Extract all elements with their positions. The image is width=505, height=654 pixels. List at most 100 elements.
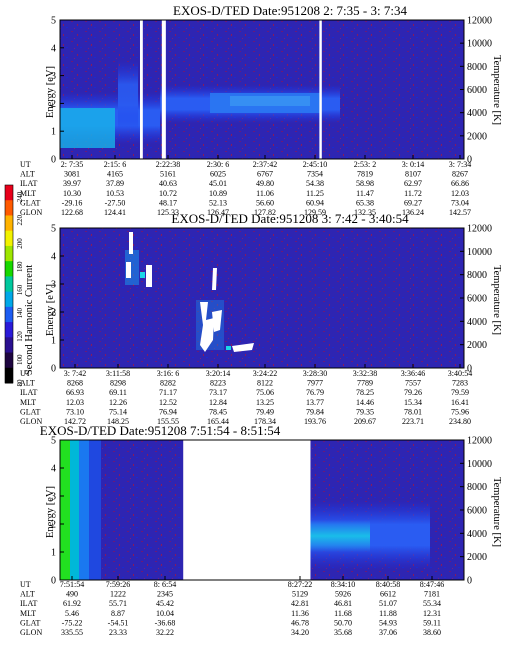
panel-2-y2tick-label: 10000 <box>467 247 492 258</box>
panel-1-cell: 6767 <box>257 170 273 179</box>
panel-2-y2tick-label: 4000 <box>467 317 487 328</box>
panel-1-ylabel: Energy [eV] <box>45 66 56 118</box>
panel-3-y2tick-label: 12000 <box>467 436 492 447</box>
panel-2-cell: 7977 <box>307 379 323 388</box>
panel-3-green-strip <box>60 440 70 580</box>
colorbar-tick-label: 80 <box>16 379 24 387</box>
panel-2-cell: 8268 <box>67 379 83 388</box>
colorbar-swatch <box>5 337 13 354</box>
panel-3-cell: 35.68 <box>334 628 352 637</box>
panel-2-cell: 79.59 <box>451 388 469 397</box>
panel-1-cell: 2:53: 2 <box>354 160 376 169</box>
panel-2-ytick-label: 3 <box>51 280 56 291</box>
colorbar-tick-label: 140 <box>16 308 24 319</box>
panel-3-cell: 45.42 <box>156 599 174 608</box>
panel-3-title: EXOS-D/TED Date:951208 7:51:54 - 8:51:54 <box>40 423 281 438</box>
panel-3-cell: 8:27:22 <box>288 580 312 589</box>
panel-1-cell: 56.60 <box>256 198 274 207</box>
panel-3-cell: -54.51 <box>108 618 129 627</box>
panel-1-y2tick-label: 6000 <box>467 85 487 96</box>
panel-2-cell: 75.96 <box>451 407 469 416</box>
panel-3-cell: 1222 <box>110 590 126 599</box>
panel-1-cell: 8267 <box>452 170 468 179</box>
panel-2-cell: 15.34 <box>404 398 422 407</box>
panel-1-cell: 124.41 <box>104 208 126 217</box>
panel-2-cell: 76.94 <box>159 407 177 416</box>
panel-3-ytick-label: 0 <box>51 576 56 587</box>
panel-2-ylabel: Energy [eV] <box>45 284 56 336</box>
panel-1-cell: 69.27 <box>404 198 422 207</box>
panel-1-cell: 10.72 <box>159 189 177 198</box>
panel-1-cell: 48.17 <box>159 198 177 207</box>
panel-2-cell: 14.46 <box>356 398 374 407</box>
panel-2-cell: 16.41 <box>451 398 469 407</box>
panel-2-ytick-label: 4 <box>51 252 56 263</box>
colorbar-swatch <box>5 367 13 384</box>
panel-2-cell: 7283 <box>452 379 468 388</box>
colorbar-swatch <box>5 215 13 232</box>
panel-3-cell: 12.31 <box>423 609 441 618</box>
panel-2-cell: 78.45 <box>209 407 227 416</box>
panel-2-cell: 13.25 <box>256 398 274 407</box>
colorbar-swatch <box>5 245 13 262</box>
panel-1-cell: 10.53 <box>106 189 124 198</box>
colorbar-swatch <box>5 185 13 201</box>
panel-2-cell: 13.77 <box>306 398 324 407</box>
panel-1-cell: 142.57 <box>449 208 471 217</box>
panel-1-y2tick-label: 12000 <box>467 16 492 27</box>
panel-2-cell: 7557 <box>405 379 421 388</box>
panel-3-cell: 37.06 <box>379 628 397 637</box>
colorbar-swatch <box>5 230 13 247</box>
panel-2-cell: 142.72 <box>64 417 86 426</box>
panel-1-cell: 132.35 <box>354 208 376 217</box>
panel-2-cell: 178.34 <box>254 417 276 426</box>
panel-1-cell: 3: 7:34 <box>449 160 471 169</box>
panel-2-cell: 3:28:30 <box>303 369 327 378</box>
panel-2-cell: 209.67 <box>354 417 376 426</box>
colorbar-tick-label: 180 <box>16 261 24 272</box>
colorbar-swatch <box>5 306 13 323</box>
panel-1-cell: 2: 7:35 <box>61 160 83 169</box>
panel-3-cell: 42.81 <box>291 599 309 608</box>
panel-3-cell: 5129 <box>292 590 308 599</box>
panel-3-ylabel: Energy [eV] <box>45 486 56 538</box>
panel-1-row-label: UT <box>20 160 31 169</box>
panel-2-ytick-label: 2 <box>51 308 56 319</box>
panel-1-y2tick-label: 10000 <box>467 39 492 50</box>
panel-3-spectrogram <box>60 440 430 580</box>
panel-3-ytick-label: 3 <box>51 492 56 503</box>
panel-3-cell: 11.68 <box>334 609 352 618</box>
panel-2-cell: 3:32:38 <box>353 369 377 378</box>
panel-2-row-label: ALT <box>20 379 35 388</box>
panel-1-cell: 11.25 <box>306 189 324 198</box>
panel-1-cell: 7354 <box>307 170 323 179</box>
panel-1-cell: 12.03 <box>451 189 469 198</box>
panel-1-row-label: GLAT <box>20 198 41 207</box>
panel-2-row-label: GLON <box>20 417 42 426</box>
panel-2-cell: 8298 <box>110 379 126 388</box>
colorbar-tick-label: 220 <box>16 215 24 226</box>
panel-3-cell: 7181 <box>424 590 440 599</box>
panel-2-row-label: ILAT <box>20 388 37 397</box>
panel-3-cell: 335.55 <box>61 628 83 637</box>
panel-3-cell: 8:47:46 <box>420 580 444 589</box>
panel-1-cell: 11.72 <box>404 189 422 198</box>
panel-2-cell: 75.06 <box>256 388 274 397</box>
panel-2-cell: 79.26 <box>404 388 422 397</box>
colorbar-swatch <box>5 200 13 216</box>
panel-3-cell: 7:51:54 <box>60 580 84 589</box>
panel-1-cell: 5161 <box>160 170 176 179</box>
panel-1-row-label: ALT <box>20 170 35 179</box>
panel-3-y2tick-label: 8000 <box>467 482 487 493</box>
panel-2-y2tick-label: 12000 <box>467 224 492 235</box>
panel-2-ytick-label: 0 <box>51 364 56 375</box>
panel-3-y2tick-label: 10000 <box>467 459 492 470</box>
panel-3-y2tick-label: 4000 <box>467 529 487 540</box>
panel-2-y2tick-label: 8000 <box>467 270 487 281</box>
panel-2-y2tick-label: 2000 <box>467 340 487 351</box>
panel-1-cell: 10.89 <box>209 189 227 198</box>
panel-3-cell: 54.93 <box>379 618 397 627</box>
panel-3-y2tick-label: 0 <box>467 576 472 587</box>
panel-1-row-label: MLT <box>20 189 36 198</box>
